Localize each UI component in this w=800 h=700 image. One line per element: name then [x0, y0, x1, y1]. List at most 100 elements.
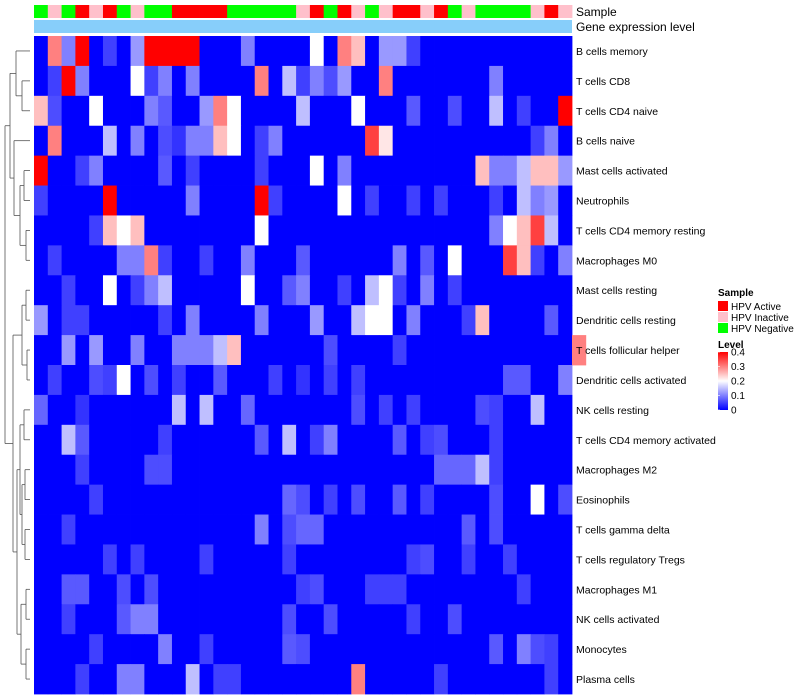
heatmap-cell — [75, 305, 90, 336]
heatmap-cell — [102, 125, 118, 157]
heatmap-cell — [447, 484, 463, 515]
sample-annotation-cell — [489, 5, 504, 18]
heatmap-cell — [420, 484, 435, 515]
sample-annotation-cell — [337, 5, 352, 18]
heatmap-cell — [558, 155, 573, 186]
heatmap-cell — [47, 125, 62, 157]
level-legend: Level 0.4 0.3 0.2 0.1 0 — [718, 340, 745, 417]
heatmap-cell — [282, 634, 297, 665]
heatmap-cell — [199, 215, 214, 246]
heatmap-cell — [461, 484, 476, 515]
heatmap-cell — [185, 305, 200, 336]
sample-legend: Sample HPV Active HPV Inactive HPV Negat… — [718, 288, 794, 335]
heatmap-cell — [213, 394, 228, 426]
heatmap-cell — [544, 125, 559, 157]
heatmap-cell — [144, 424, 159, 456]
heatmap-cell — [213, 36, 228, 67]
heatmap-cell — [185, 245, 200, 276]
heatmap-cell — [323, 394, 338, 426]
heatmap-cell — [475, 125, 490, 157]
heatmap-cell — [337, 335, 352, 366]
heatmap-cell — [61, 514, 76, 545]
heatmap-cell — [254, 335, 269, 366]
heatmap-cell — [475, 664, 490, 695]
heatmap-cell — [227, 215, 242, 246]
heatmap-cell — [282, 95, 297, 127]
heatmap-cell — [227, 604, 242, 635]
heatmap-cell — [530, 36, 545, 67]
heatmap-cell — [102, 424, 118, 456]
heatmap-cell — [199, 125, 214, 157]
heatmap-cell — [227, 484, 242, 515]
heatmap-cell — [158, 125, 173, 157]
heatmap-cell — [116, 574, 131, 605]
heatmap-cell — [530, 95, 545, 127]
heatmap-cell — [475, 305, 490, 336]
heatmap-cell — [544, 424, 559, 456]
heatmap-cell — [34, 664, 49, 695]
heatmap-cell — [75, 544, 90, 575]
sample-annotation-cell — [516, 5, 532, 18]
heatmap-cell — [102, 185, 118, 216]
heatmap-cell — [337, 65, 352, 97]
heatmap-cell — [116, 424, 131, 456]
heatmap-cell — [475, 484, 490, 515]
heatmap-cell — [61, 65, 76, 97]
heatmap-cell — [171, 95, 187, 127]
heatmap-cell — [420, 215, 435, 246]
heatmap-cell — [434, 95, 449, 127]
heatmap-cell — [34, 95, 49, 127]
heatmap-cell — [254, 125, 269, 157]
row-label: Dendritic cells resting — [576, 315, 676, 327]
heatmap-cell — [89, 125, 104, 157]
heatmap-cell — [489, 574, 504, 605]
heatmap-cell — [434, 65, 449, 97]
heatmap-cell — [185, 424, 200, 456]
heatmap-cell — [268, 634, 283, 665]
heatmap-cell — [489, 215, 504, 246]
heatmap-cell — [47, 185, 62, 216]
gene-expression-annotation-bar — [34, 20, 572, 33]
heatmap-cell — [282, 335, 297, 366]
heatmap-cell — [171, 394, 187, 426]
heatmap-cell — [130, 155, 145, 186]
heatmap-cell — [171, 365, 187, 396]
heatmap-cell — [296, 65, 311, 97]
heatmap-cell — [199, 36, 214, 67]
heatmap-cell — [365, 125, 380, 157]
heatmap-cell — [240, 394, 256, 426]
heatmap-cell — [34, 215, 49, 246]
heatmap-cell — [34, 125, 49, 157]
heatmap-cell — [365, 185, 380, 216]
heatmap-cell — [475, 215, 490, 246]
heatmap-cell — [420, 65, 435, 97]
heatmap-cell — [337, 215, 352, 246]
heatmap-cell — [516, 574, 532, 605]
heatmap-cell — [323, 514, 338, 545]
heatmap-cell — [530, 544, 545, 575]
heatmap-cell — [309, 484, 325, 515]
heatmap-cell — [309, 185, 325, 216]
heatmap-cell — [227, 514, 242, 545]
heatmap-cell — [558, 574, 573, 605]
heatmap-cell — [461, 305, 476, 336]
heatmap-cell — [461, 65, 476, 97]
heatmap-cell — [47, 424, 62, 456]
sample-annotation-cell — [309, 5, 325, 18]
heatmap-cell — [254, 424, 269, 456]
heatmap-cell — [365, 305, 380, 336]
heatmap-cell — [34, 335, 49, 366]
heatmap-cell — [102, 215, 118, 246]
heatmap-cell — [102, 95, 118, 127]
row-label: Macrophages M1 — [576, 584, 657, 596]
heatmap-cell — [89, 514, 104, 545]
heatmap-cell — [89, 185, 104, 216]
heatmap-cell — [254, 36, 269, 67]
heatmap-cell — [309, 514, 325, 545]
heatmap-cell — [240, 185, 256, 216]
heatmap-cell — [171, 36, 187, 67]
heatmap-cell — [392, 424, 407, 456]
heatmap-cell — [544, 36, 559, 67]
heatmap-cell — [309, 275, 325, 306]
heatmap-cell — [282, 245, 297, 276]
